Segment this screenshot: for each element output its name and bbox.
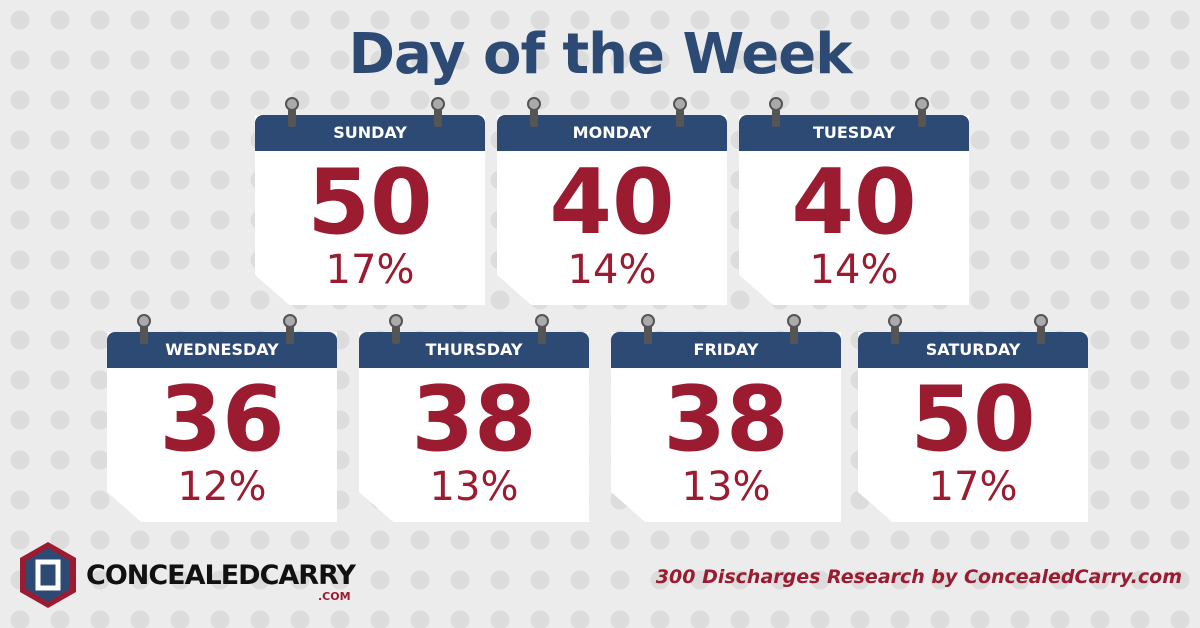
day-card: TUESDAY 40 14% [739,97,969,305]
binder-ring [137,314,151,344]
binder-ring [888,314,902,344]
count: 38 [411,367,537,472]
binder-ring [1034,314,1048,344]
binder-ring [641,314,655,344]
day-card: WEDNESDAY 36 12% [107,314,337,522]
count: 40 [549,150,675,255]
binder-ring [535,314,549,344]
binder-ring [915,97,929,127]
binder-ring [769,97,783,127]
day-label: THURSDAY [359,332,589,368]
count: 38 [663,367,789,472]
day-card: THURSDAY 38 13% [359,314,589,522]
binder-ring [283,314,297,344]
percent: 12% [177,464,267,510]
day-card: FRIDAY 38 13% [611,314,841,522]
logo-suffix: .COM [318,590,351,603]
logo-name: CONCEALEDCARRY [86,560,356,591]
binder-ring [431,97,445,127]
percent: 14% [567,247,657,293]
count: 50 [910,367,1036,472]
percent: 13% [429,464,519,510]
day-card: MONDAY 40 14% [497,97,727,305]
percent: 14% [809,247,899,293]
binder-ring [787,314,801,344]
logo-icon [20,542,76,608]
footer: 300 Discharges Research by ConcealedCarr… [655,566,1182,588]
day-card: SUNDAY 50 17% [255,97,485,305]
count: 36 [159,367,285,472]
binder-ring [527,97,541,127]
day-card: SATURDAY 50 17% [858,314,1088,522]
binder-ring [389,314,403,344]
binder-ring [673,97,687,127]
count: 50 [307,150,433,255]
count: 40 [791,150,917,255]
percent: 13% [681,464,771,510]
day-label: WEDNESDAY [107,332,337,368]
binder-ring [285,97,299,127]
percent: 17% [928,464,1018,510]
logo: CONCEALEDCARRY .COM [18,540,378,610]
title: Day of the Week [348,22,853,87]
percent: 17% [325,247,415,293]
